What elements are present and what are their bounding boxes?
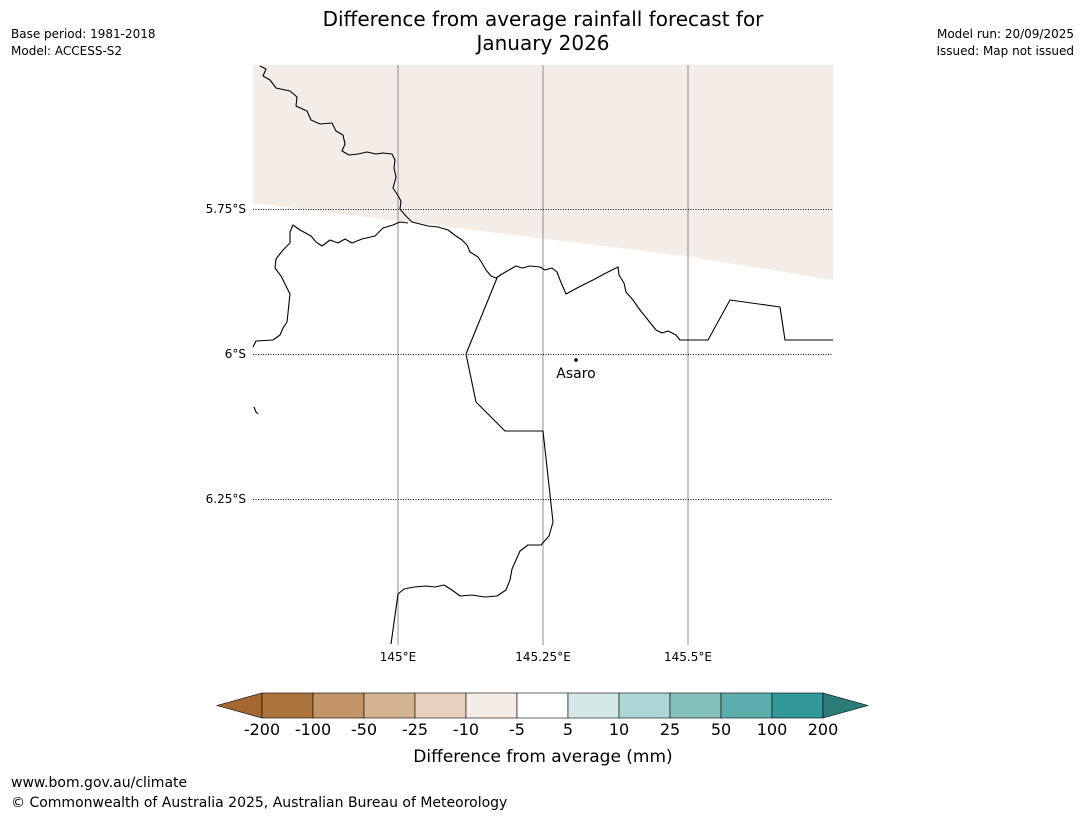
- lat-label-3: 6.25°S: [206, 492, 246, 506]
- place-label-asaro: Asaro: [556, 366, 595, 382]
- colorbar-segment: [414, 692, 467, 719]
- colorbar-extend-high: [822, 692, 870, 719]
- base-period-text: Base period: 1981-2018: [11, 27, 156, 41]
- place-marker-asaro: [574, 358, 578, 362]
- colorbar-segment: [567, 692, 620, 719]
- colorbar-tick-label: -50: [351, 720, 377, 739]
- lat-label-2: 6°S: [225, 347, 246, 361]
- footer-copyright: © Commonwealth of Australia 2025, Austra…: [11, 795, 508, 811]
- colorbar-extend-low: [215, 692, 263, 719]
- colorbar-tick-label: 200: [808, 720, 839, 739]
- model-text: Model: ACCESS-S2: [11, 44, 123, 58]
- meta-left: Base period: 1981-2018 Model: ACCESS-S2: [11, 26, 156, 60]
- colorbar-segment: [720, 692, 773, 719]
- boundary-west: [252, 221, 409, 348]
- colorbar-tick-label: 5: [563, 720, 573, 739]
- title-line-1: Difference from average rainfall forecas…: [322, 7, 764, 31]
- colorbar-tick-label: -25: [402, 720, 428, 739]
- colorbar-ticks: -200 -100 -50 -25 -10 -5 5 10 25 50 100 200: [244, 720, 838, 739]
- colorbar-tick-label: -10: [453, 720, 479, 739]
- boundary-central: [390, 277, 554, 645]
- colorbar-segment: [516, 692, 569, 719]
- title-line-2: January 2026: [476, 31, 610, 55]
- colorbar-tick-label: 10: [609, 720, 629, 739]
- colorbar-segment: [669, 692, 722, 719]
- colorbar-segment: [771, 692, 824, 719]
- colorbar-tick-label: 50: [711, 720, 731, 739]
- issued-text: Issued: Map not issued: [936, 44, 1074, 58]
- colorbar-segment: [312, 692, 365, 719]
- boundary-north: [259, 65, 833, 341]
- colorbar-tick-label: 100: [757, 720, 788, 739]
- colorbar-label: Difference from average (mm): [413, 747, 672, 767]
- meta-right: Model run: 20/09/2025 Issued: Map not is…: [936, 26, 1074, 60]
- colorbar-tick-label: -100: [295, 720, 331, 739]
- colorbar-segment: [618, 692, 671, 719]
- model-run-text: Model run: 20/09/2025: [936, 27, 1074, 41]
- colorbar-segment: [261, 692, 314, 719]
- colorbar-segment: [465, 692, 518, 719]
- footer-url: www.bom.gov.au/climate: [11, 775, 188, 791]
- lat-label-1: 5.75°S: [206, 202, 246, 216]
- boundary-fragment: [253, 406, 259, 415]
- colorbar-tick-label: 25: [660, 720, 680, 739]
- lon-label-1: 145°E: [380, 650, 417, 664]
- colorbar-tick-label: -200: [244, 720, 280, 739]
- colorbar-segment: [363, 692, 416, 719]
- lon-label-2: 145.25°E: [515, 650, 571, 664]
- map-title: Difference from average rainfall forecas…: [243, 7, 843, 55]
- colorbar-segments: [215, 692, 870, 719]
- lon-label-3: 145.5°E: [664, 650, 712, 664]
- colorbar-tick-label: -5: [509, 720, 525, 739]
